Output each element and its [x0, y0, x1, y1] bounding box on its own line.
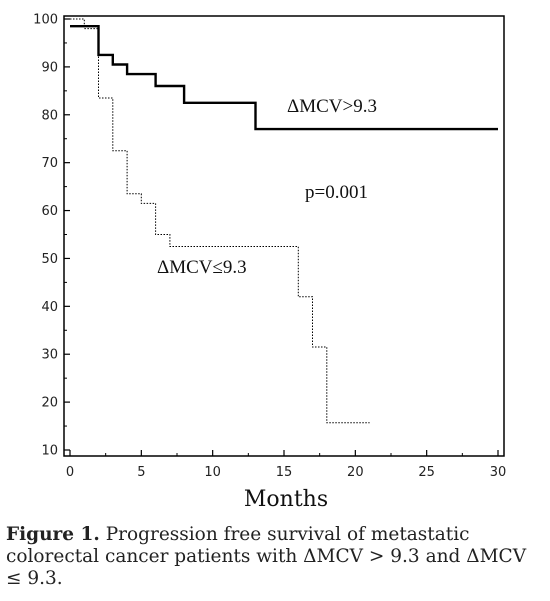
y-tick-label-70: 70	[41, 156, 58, 171]
x-tick-label-20: 20	[347, 465, 364, 480]
y-tick-label-80: 80	[41, 108, 58, 123]
series-label-low: ΔMCV≤9.3	[157, 257, 247, 278]
y-tick-label-90: 90	[41, 60, 58, 75]
x-tick-label-30: 30	[490, 465, 507, 480]
p-value-label: p=0.001	[305, 182, 368, 203]
y-tick-label-20: 20	[41, 396, 58, 411]
x-tick-label-15: 15	[276, 465, 293, 480]
plot-frame	[63, 15, 505, 457]
x-tick-label-25: 25	[418, 465, 435, 480]
x-tick-label-5: 5	[137, 465, 145, 480]
y-axis: 10 20 30 40 50 60 70 80 90 100	[33, 13, 70, 459]
y-tick-label-60: 60	[41, 204, 58, 219]
x-tick-label-10: 10	[204, 465, 221, 480]
caption-text: Progression free survival of metastatic …	[6, 524, 527, 589]
survival-chart: 10 20 30 40 50 60 70 80 90 100 0 5 10 15 20 25 30 Month…	[33, 13, 506, 513]
y-tick-label-30: 30	[41, 348, 58, 363]
series-line-low	[70, 18, 370, 424]
figure-label: Figure 1.	[6, 524, 100, 545]
figure-caption: Figure 1. Progression free survival of m…	[6, 524, 546, 590]
x-axis: 0 5 10 15 20 25 30	[66, 450, 506, 480]
y-tick-label-40: 40	[41, 300, 58, 315]
survival-curves	[70, 18, 498, 424]
series-label-high: ΔMCV>9.3	[287, 96, 377, 117]
y-tick-label-50: 50	[41, 252, 58, 267]
y-tick-label-10: 10	[41, 444, 58, 459]
series-line-high	[70, 25, 498, 131]
x-axis-label: Months	[244, 487, 328, 512]
y-tick-label-100: 100	[33, 13, 58, 28]
x-tick-label-0: 0	[66, 465, 74, 480]
